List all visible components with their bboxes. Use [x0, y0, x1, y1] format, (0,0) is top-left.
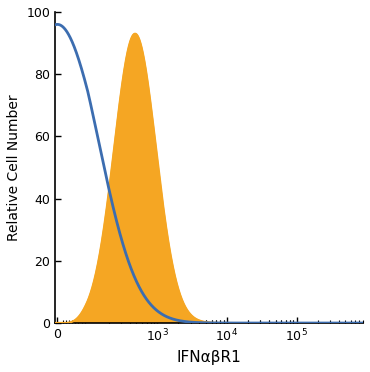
X-axis label: IFNαβR1: IFNαβR1 — [177, 350, 242, 365]
Y-axis label: Relative Cell Number: Relative Cell Number — [7, 94, 21, 241]
